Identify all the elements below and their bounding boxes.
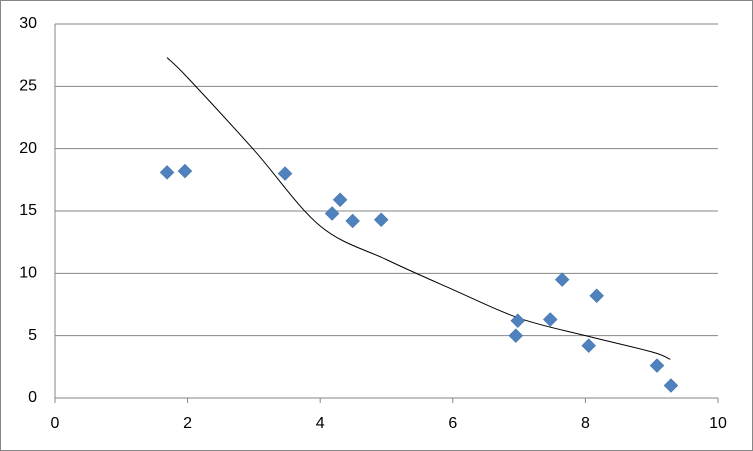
x-tick-label: 2 — [183, 415, 192, 432]
x-tick-label: 4 — [316, 415, 325, 432]
point — [589, 288, 605, 304]
point — [177, 163, 193, 179]
x-tick-label: 8 — [581, 415, 590, 432]
point — [332, 192, 348, 208]
point — [649, 358, 665, 373]
point — [373, 212, 389, 228]
x-tick-label: 10 — [709, 415, 727, 432]
y-tick-label: 15 — [19, 202, 37, 219]
point — [345, 213, 361, 229]
x-tick-label: 0 — [51, 415, 60, 432]
y-tick-label: 25 — [19, 78, 37, 95]
y-tick-label: 0 — [28, 389, 37, 406]
point — [542, 312, 558, 327]
point — [663, 378, 679, 393]
x-tick-label: 6 — [448, 415, 457, 432]
point — [324, 206, 340, 221]
y-tick-label: 5 — [28, 327, 37, 344]
trendline — [166, 57, 671, 360]
y-tick-label: 30 — [19, 15, 37, 32]
point — [159, 164, 175, 180]
point — [277, 166, 293, 181]
y-tick-label: 20 — [19, 140, 37, 157]
point — [508, 328, 524, 344]
y-tick-label: 10 — [19, 265, 37, 282]
point — [554, 272, 570, 287]
point — [581, 338, 597, 353]
point — [510, 313, 526, 329]
